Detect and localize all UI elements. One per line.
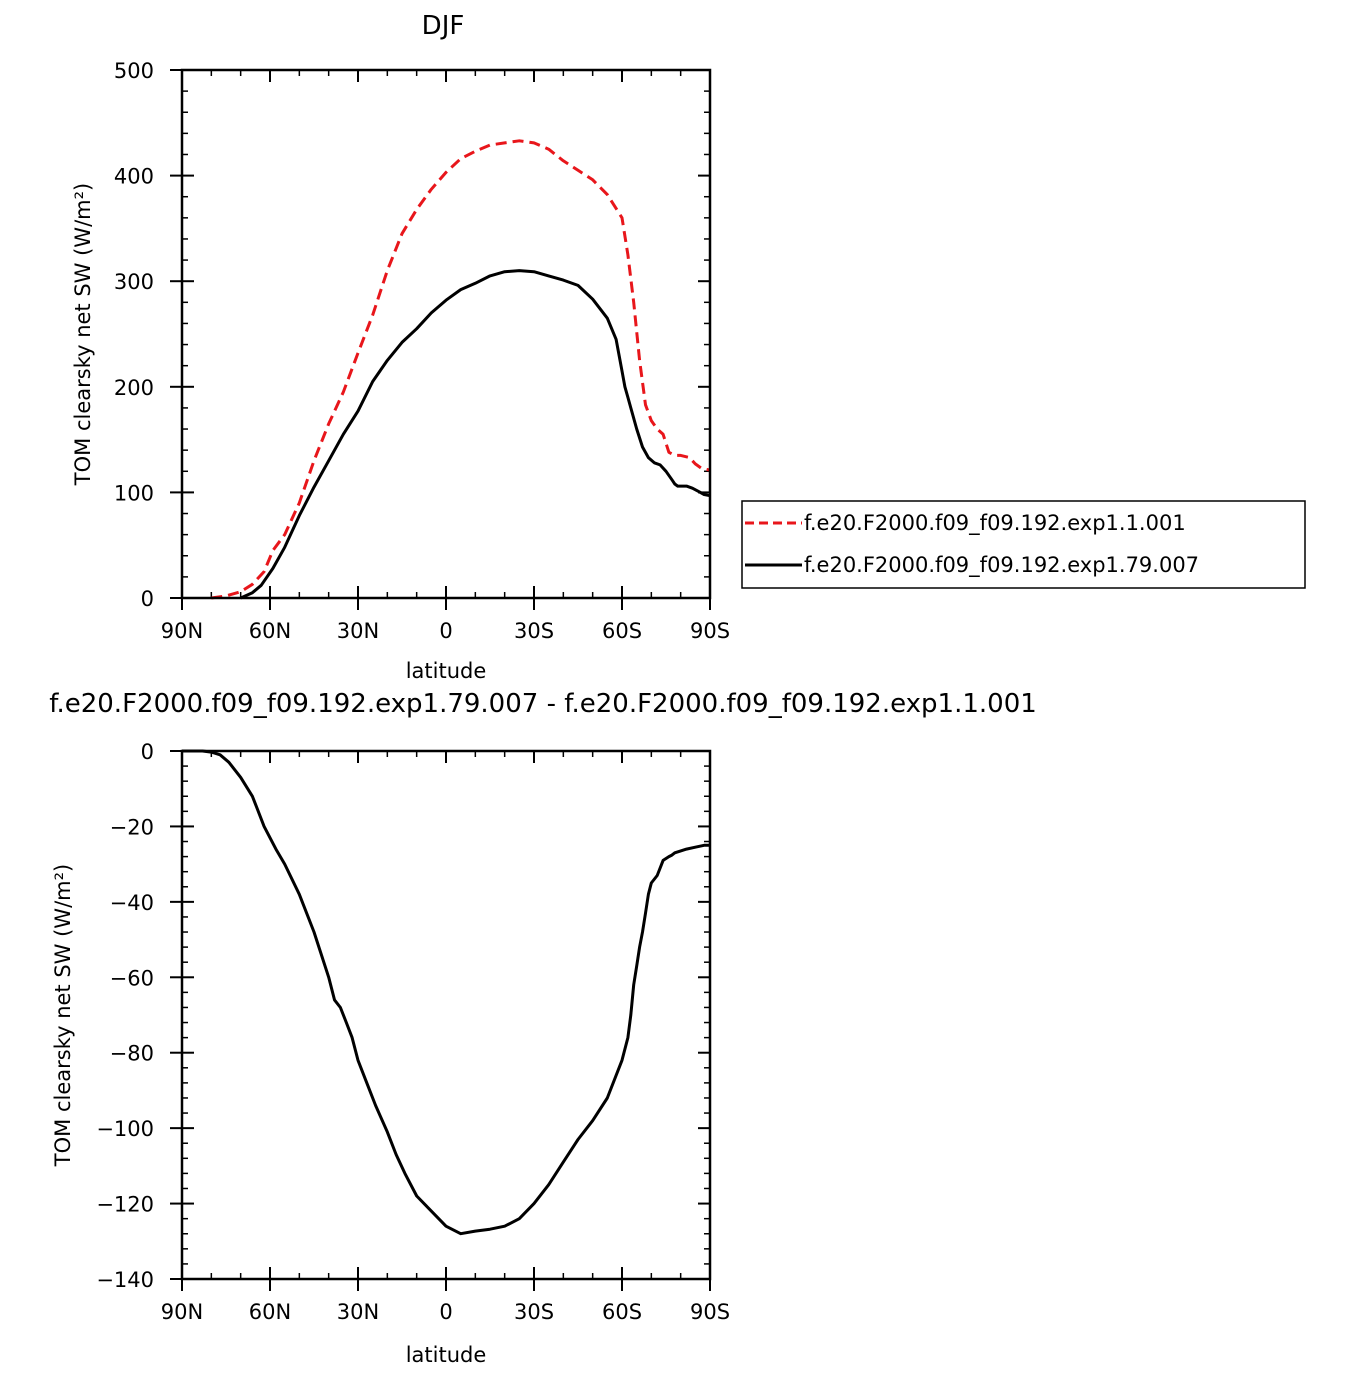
legend-entry-1: f.e20.F2000.f09_f09.192.exp1.1.001 bbox=[804, 511, 1186, 536]
legend-box bbox=[741, 500, 1306, 589]
bottom-x-tick-label: 60N bbox=[249, 1300, 291, 1324]
top-x-axis-label: latitude bbox=[406, 659, 487, 683]
bottom-y-tick-label: 0 bbox=[141, 740, 154, 764]
bottom-y-tick-label: −100 bbox=[96, 1117, 154, 1141]
bottom-chart-title: f.e20.F2000.f09_f09.192.exp1.79.007 - f.… bbox=[49, 689, 1037, 719]
bottom-x-tick-label: 0 bbox=[439, 1300, 452, 1324]
bottom-y-axis-label: TOM clearsky net SW (W/m²) bbox=[51, 864, 75, 1167]
bottom-chart-series bbox=[182, 749, 710, 1236]
bottom-x-tick-label: 90S bbox=[690, 1300, 730, 1324]
bottom-x-tick-label: 30S bbox=[514, 1300, 554, 1324]
legend-entry-2: f.e20.F2000.f09_f09.192.exp1.79.007 bbox=[804, 553, 1199, 578]
top-chart-ticks: 90N 60N 30N 0 30S 60S 90S 0 100 200 300 400 500 bbox=[114, 59, 730, 643]
bottom-chart: f.e20.F2000.f09_f09.192.exp1.79.007 - f.… bbox=[49, 689, 1037, 1367]
top-y-tick-label: 100 bbox=[114, 481, 154, 505]
top-chart-title: DJF bbox=[422, 11, 465, 41]
top-x-tick-label: 90S bbox=[690, 619, 730, 643]
top-y-tick-label: 400 bbox=[114, 165, 154, 189]
top-plot-frame bbox=[180, 68, 712, 600]
top-y-tick-label: 500 bbox=[114, 59, 154, 83]
top-series-line-0 bbox=[211, 139, 711, 600]
top-y-axis-label: TOM clearsky net SW (W/m²) bbox=[71, 183, 95, 486]
bottom-series-line-0 bbox=[182, 749, 710, 1236]
bottom-y-tick-label: −40 bbox=[110, 891, 154, 915]
top-x-tick-label: 60N bbox=[249, 619, 291, 643]
top-x-tick-label: 90N bbox=[161, 619, 203, 643]
top-x-tick-label: 60S bbox=[602, 619, 642, 643]
bottom-chart-ticks: 90N 60N 30N 0 30S 60S 90S 0 −20 −40 −60 −80 −100 −120… bbox=[96, 740, 730, 1324]
top-y-tick-label: 0 bbox=[141, 587, 154, 611]
top-y-tick-label: 200 bbox=[114, 376, 154, 400]
bottom-x-tick-label: 60S bbox=[602, 1300, 642, 1324]
bottom-y-tick-label: −60 bbox=[110, 966, 154, 990]
legend: f.e20.F2000.f09_f09.192.exp1.1.001 f.e20… bbox=[741, 500, 1306, 589]
bottom-y-tick-label: −140 bbox=[96, 1268, 154, 1292]
bottom-y-tick-label: −120 bbox=[96, 1193, 154, 1217]
top-x-tick-label: 30N bbox=[337, 619, 379, 643]
bottom-y-tick-label: −20 bbox=[110, 815, 154, 839]
bottom-plot-frame bbox=[180, 749, 712, 1281]
bottom-x-axis-label: latitude bbox=[406, 1343, 487, 1367]
bottom-x-tick-label: 90N bbox=[161, 1300, 203, 1324]
top-y-tick-label: 300 bbox=[114, 270, 154, 294]
top-series-line-1 bbox=[240, 269, 711, 600]
top-chart: DJF 90N 60N 30N 0 30S 60S 90S0100200300400500 … bbox=[71, 11, 1306, 683]
top-x-tick-label: 0 bbox=[439, 619, 452, 643]
bottom-x-tick-label: 30N bbox=[337, 1300, 379, 1324]
top-x-tick-label: 30S bbox=[514, 619, 554, 643]
bottom-y-tick-label: −80 bbox=[110, 1042, 154, 1066]
top-chart-series bbox=[211, 139, 711, 600]
